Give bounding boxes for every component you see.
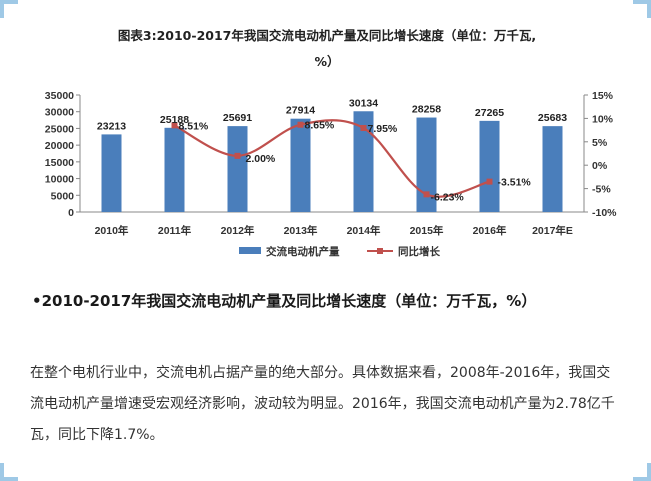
production-growth-chart: 图表3:2010-2017年我国交流电动机产量及同比增长速度（单位：万千瓦, %…: [45, 28, 617, 258]
bar-value-label: 25188: [160, 114, 189, 126]
right-tick-label: 10%: [592, 113, 614, 125]
bar: [353, 111, 374, 212]
left-tick-label: 10000: [45, 174, 74, 186]
line-point: [486, 178, 493, 185]
line-value-label: 2.00%: [246, 153, 276, 165]
bar-series: [101, 111, 563, 212]
left-tick-label: 25000: [45, 123, 74, 135]
x-tick-label: 2014年: [347, 224, 381, 237]
bar: [101, 134, 122, 212]
bar-value-label: 23213: [97, 120, 126, 132]
bar-value-label: 28258: [412, 104, 441, 116]
line-value-label: -3.51%: [498, 177, 532, 189]
left-tick-label: 20000: [45, 140, 74, 152]
bar-value-label: 25691: [223, 112, 252, 124]
chart-title-line1: 图表3:2010-2017年我国交流电动机产量及同比增长速度（单位：万千瓦,: [118, 28, 536, 43]
chart-container: 图表3:2010-2017年我国交流电动机产量及同比增长速度（单位：万千瓦, %…: [22, 20, 632, 278]
line-point: [360, 124, 367, 131]
bar: [416, 117, 437, 212]
chart-caption: •2010-2017年我国交流电动机产量及同比增长速度（单位：万千瓦，%）: [32, 292, 537, 310]
growth-line: [173, 119, 490, 198]
bar: [542, 126, 563, 212]
line-value-label: -6.23%: [431, 191, 465, 203]
line-series: [171, 119, 493, 198]
line-value-label: 8.65%: [305, 120, 335, 132]
x-tick-label: 2013年: [284, 224, 318, 237]
left-tick-label: 35000: [45, 90, 74, 102]
x-tick-label: 2015年: [410, 224, 444, 237]
frame-corner-bottom-left: [0, 463, 18, 481]
bar: [227, 126, 248, 212]
legend-swatch-bar: [239, 247, 261, 254]
line-point: [234, 152, 241, 159]
legend-label-bar: 交流电动机产量: [266, 245, 340, 258]
line-point: [297, 121, 304, 128]
left-tick-label: 30000: [45, 107, 74, 119]
bar: [479, 120, 500, 212]
right-tick-label: -5%: [592, 184, 611, 196]
line-point: [171, 122, 178, 129]
chart-title-line2: %）: [314, 54, 339, 69]
right-tick-label: -10%: [592, 207, 617, 219]
right-tick-label: 0%: [592, 160, 608, 172]
right-tick-label: 15%: [592, 90, 614, 102]
line-point: [423, 191, 430, 198]
frame-corner-bottom-right: [633, 463, 651, 481]
right-tick-label: 5%: [592, 137, 608, 149]
frame-corner-top-left: [0, 0, 18, 18]
x-tick-label: 2017年E: [532, 224, 573, 237]
line-value-label: 7.95%: [368, 123, 398, 135]
legend-swatch-marker: [377, 248, 383, 254]
bar-value-label: 27265: [475, 107, 504, 119]
legend-label-line: 同比增长: [398, 245, 440, 258]
chart-axes: 0 5000 10000 15000 20000 25000 30000 35000 -10% -…: [45, 90, 617, 237]
x-tick-label: 2012年: [221, 224, 255, 237]
chart-legend: 交流电动机产量 同比增长: [239, 245, 440, 258]
bar-value-label: 30134: [349, 97, 378, 109]
data-labels: 23213 25188 25691 27914 30134 28258 27265 25683…: [97, 97, 567, 203]
bar-value-label: 25683: [538, 112, 567, 124]
description-paragraph: 在整个电机行业中，交流电机占据产量的绝大部分。具体数据来看，2008年-2016…: [30, 365, 615, 443]
left-tick-label: 5000: [51, 190, 75, 202]
bar: [164, 127, 185, 212]
x-tick-label: 2011年: [158, 224, 192, 237]
left-tick-label: 15000: [45, 157, 74, 169]
bar-value-label: 27914: [286, 105, 315, 117]
x-tick-label: 2016年: [473, 224, 507, 237]
left-tick-label: 0: [68, 207, 74, 219]
bar: [290, 118, 311, 212]
frame-corner-top-right: [633, 0, 651, 18]
line-value-label: 8.51%: [179, 120, 209, 132]
x-tick-label: 2010年: [95, 224, 129, 237]
